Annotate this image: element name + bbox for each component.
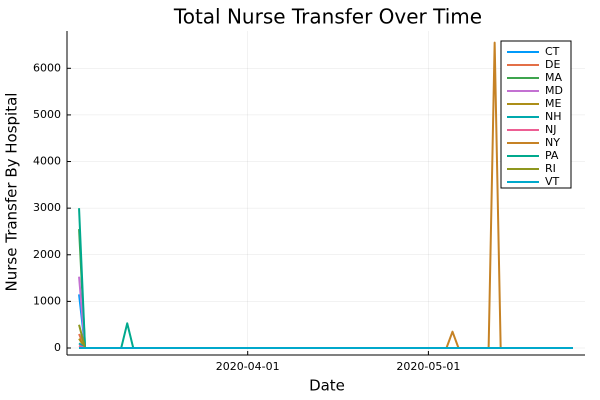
legend-label-md: MD [545,84,563,97]
y-tick-label: 1000 [33,294,61,307]
y-tick-label: 6000 [33,61,61,74]
y-tick-label: 4000 [33,155,61,168]
axes: 2020-04-01 2020-05-01 0 1000 2000 3000 4000 500… [33,31,585,373]
legend-label-ct: CT [545,45,560,58]
y-tick-label: 5000 [33,108,61,121]
y-tick-label: 0 [54,341,61,354]
x-axis-title: Date [309,377,345,395]
legend-label-nj: NJ [545,123,556,136]
legend-label-nh: NH [545,110,562,123]
legend-label-pa: PA [545,149,559,162]
series-lines [78,41,573,350]
x-tick-label: 2020-04-01 [216,360,280,373]
legend-label-de: DE [545,58,560,71]
y-axis-title: Nurse Transfer By Hospital [3,93,21,292]
x-tick-label: 2020-05-01 [396,360,460,373]
y-tick-label: 2000 [33,248,61,261]
chart-title: Total Nurse Transfer Over Time [173,5,482,29]
legend-label-ny: NY [545,136,560,149]
legend-label-ri: RI [545,162,556,175]
legend-label-vt: VT [545,175,560,188]
y-tick-label: 3000 [33,201,61,214]
legend-label-me: ME [545,97,561,110]
legend-label-ma: MA [545,71,562,84]
